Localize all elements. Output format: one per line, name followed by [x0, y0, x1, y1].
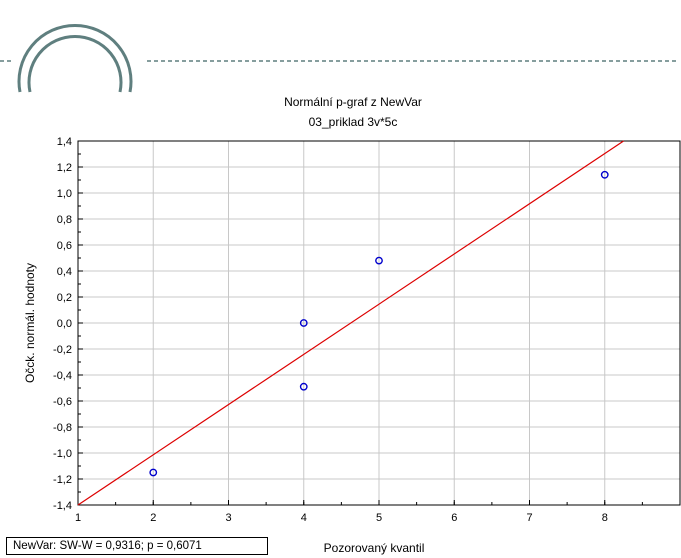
- x-tick-label: 2: [150, 512, 156, 524]
- x-tick-label: 7: [526, 512, 532, 524]
- chart-title: Normální p-graf z NewVar: [284, 95, 422, 109]
- y-axis-label: Očck. normál. hodnoty: [23, 263, 37, 383]
- x-tick-label: 8: [602, 512, 608, 524]
- y-tick-label: -1,0: [53, 448, 72, 460]
- y-tick-label: -1,4: [53, 500, 72, 512]
- y-tick-label: 0,2: [57, 292, 72, 304]
- y-tick-label: 0,6: [57, 240, 72, 252]
- normal-fit-line: [77, 140, 624, 506]
- data-point: [299, 382, 308, 391]
- x-tick-label: 5: [376, 512, 382, 524]
- data-point: [600, 170, 609, 179]
- y-tick-label: -1,2: [53, 474, 72, 486]
- y-tick-label: -0,6: [53, 396, 72, 408]
- fit-line-layer: [77, 140, 624, 506]
- x-tick-label: 3: [225, 512, 231, 524]
- y-tick-label: 1,4: [57, 136, 72, 148]
- y-tick-label: 1,2: [57, 162, 72, 174]
- y-tick-label: 0,4: [57, 266, 72, 278]
- x-axis-label: Pozorovaný kvantil: [324, 541, 425, 555]
- decoration-inner-ring: [27, 35, 123, 93]
- data-point: [299, 319, 308, 327]
- slide-decoration: [0, 23, 679, 93]
- data-point: [375, 256, 383, 265]
- shapiro-wilk-stats-box: NewVar: SW-W = 0,9316; p = 0,6071: [6, 537, 268, 555]
- decoration-outer-ring: [17, 23, 133, 93]
- y-tick-label: -0,8: [53, 422, 72, 434]
- chart-subtitle: 03_priklad 3v*5c: [309, 115, 398, 129]
- x-tick-label: 4: [301, 512, 307, 524]
- axis-ticks: 1 2 3 4 5 6 7 8 1,4 1,2 1,0 0,8 0,6 0,4 0,2 0,0 -0,2 -0,4…: [53, 136, 681, 524]
- grid-lines: [77, 140, 680, 506]
- x-tick-label: 6: [451, 512, 457, 524]
- data-points: [149, 170, 609, 477]
- y-tick-label: 0,0: [57, 318, 72, 330]
- y-tick-label: 0,8: [57, 214, 72, 226]
- y-tick-label: -0,2: [53, 344, 72, 356]
- x-tick-label: 1: [75, 512, 81, 524]
- data-point: [149, 468, 158, 477]
- y-tick-label: -0,4: [53, 370, 72, 382]
- y-tick-label: 1,0: [57, 188, 72, 200]
